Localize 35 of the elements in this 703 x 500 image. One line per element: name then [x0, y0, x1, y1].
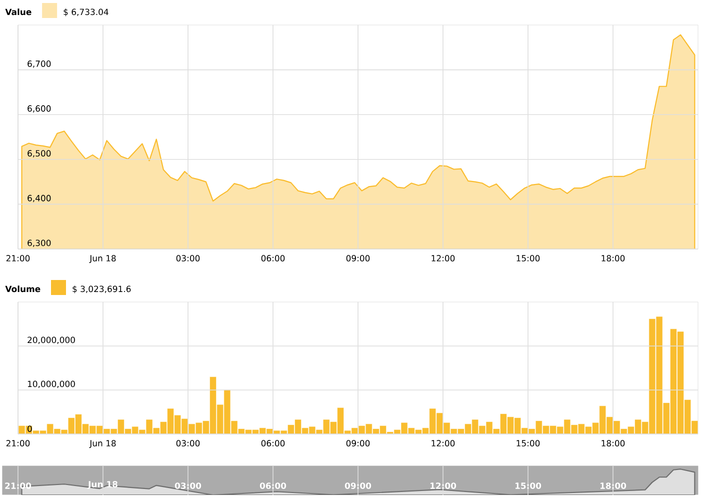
x-tick-label: 06:00 — [261, 440, 285, 446]
x-tick-label: 09:00 — [346, 255, 370, 262]
x-tick-label: 18:00 — [602, 440, 625, 446]
x-tick-label: 06:00 — [260, 482, 286, 489]
x-tick-label: 15:00 — [516, 440, 540, 446]
x-tick-label: Jun 18 — [88, 481, 118, 489]
x-tick-label: 03:00 — [176, 255, 200, 262]
x-tick-label: Jun 18 — [89, 440, 116, 448]
x-tick-label: 09:00 — [346, 440, 370, 446]
y-tick-label: 6,600 — [28, 105, 51, 113]
x-tick-label: 12:00 — [430, 482, 456, 489]
x-tick-label: 15:00 — [516, 255, 540, 262]
y-tick-label: 10,000,000 — [28, 380, 75, 388]
legend-label: Volume — [5, 286, 40, 292]
x-tick-label: 18:00 — [602, 255, 625, 262]
y-tick-label: 6,700 — [28, 60, 51, 68]
text: $ 3,023,691.6 — [72, 286, 131, 294]
x-tick-label: 03:00 — [174, 482, 202, 489]
x-tick-label: 21:00 — [6, 255, 30, 262]
x-tick-label: 18:00 — [600, 482, 626, 489]
x-tick-label: 12:00 — [432, 255, 455, 262]
x-tick-label: 09:00 — [344, 482, 372, 489]
x-tick-label: Jun 18 — [89, 255, 116, 264]
text: $ 6,733.04 — [64, 8, 108, 16]
x-tick-label: 03:00 — [176, 440, 200, 446]
x-tick-label: 15:00 — [515, 482, 542, 489]
y-tick-label: 6,500 — [28, 150, 51, 158]
x-tick-label: 06:00 — [261, 255, 285, 262]
x-tick-label: 12:00 — [432, 440, 455, 446]
legend-label: Value — [5, 8, 32, 16]
y-tick-label: 6,300 — [28, 240, 51, 247]
y-tick-label: 6,400 — [28, 194, 51, 202]
y-tick-label: 0 — [28, 426, 32, 432]
y-tick-label: 20,000,000 — [28, 336, 75, 344]
x-tick-label: 21:00 — [6, 440, 30, 446]
